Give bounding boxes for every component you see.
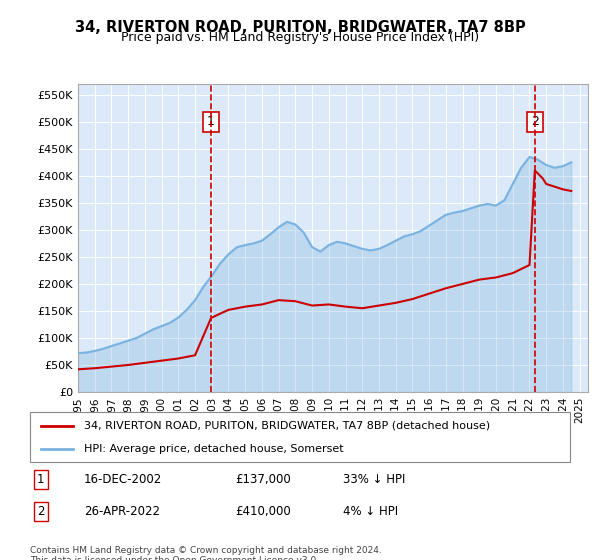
Text: 34, RIVERTON ROAD, PURITON, BRIDGWATER, TA7 8BP (detached house): 34, RIVERTON ROAD, PURITON, BRIDGWATER, … — [84, 421, 490, 431]
Text: Contains HM Land Registry data © Crown copyright and database right 2024.
This d: Contains HM Land Registry data © Crown c… — [30, 546, 382, 560]
Text: 2: 2 — [531, 115, 539, 128]
Text: 4% ↓ HPI: 4% ↓ HPI — [343, 505, 398, 519]
Text: 16-DEC-2002: 16-DEC-2002 — [84, 473, 162, 486]
Text: 1: 1 — [207, 115, 215, 128]
Text: 26-APR-2022: 26-APR-2022 — [84, 505, 160, 519]
Text: 33% ↓ HPI: 33% ↓ HPI — [343, 473, 406, 486]
Text: 1: 1 — [37, 473, 44, 486]
Text: 34, RIVERTON ROAD, PURITON, BRIDGWATER, TA7 8BP: 34, RIVERTON ROAD, PURITON, BRIDGWATER, … — [74, 20, 526, 35]
Text: HPI: Average price, detached house, Somerset: HPI: Average price, detached house, Some… — [84, 445, 344, 454]
Text: £137,000: £137,000 — [235, 473, 291, 486]
Text: 2: 2 — [37, 505, 44, 519]
Text: Price paid vs. HM Land Registry's House Price Index (HPI): Price paid vs. HM Land Registry's House … — [121, 31, 479, 44]
FancyBboxPatch shape — [30, 412, 570, 462]
Text: £410,000: £410,000 — [235, 505, 291, 519]
